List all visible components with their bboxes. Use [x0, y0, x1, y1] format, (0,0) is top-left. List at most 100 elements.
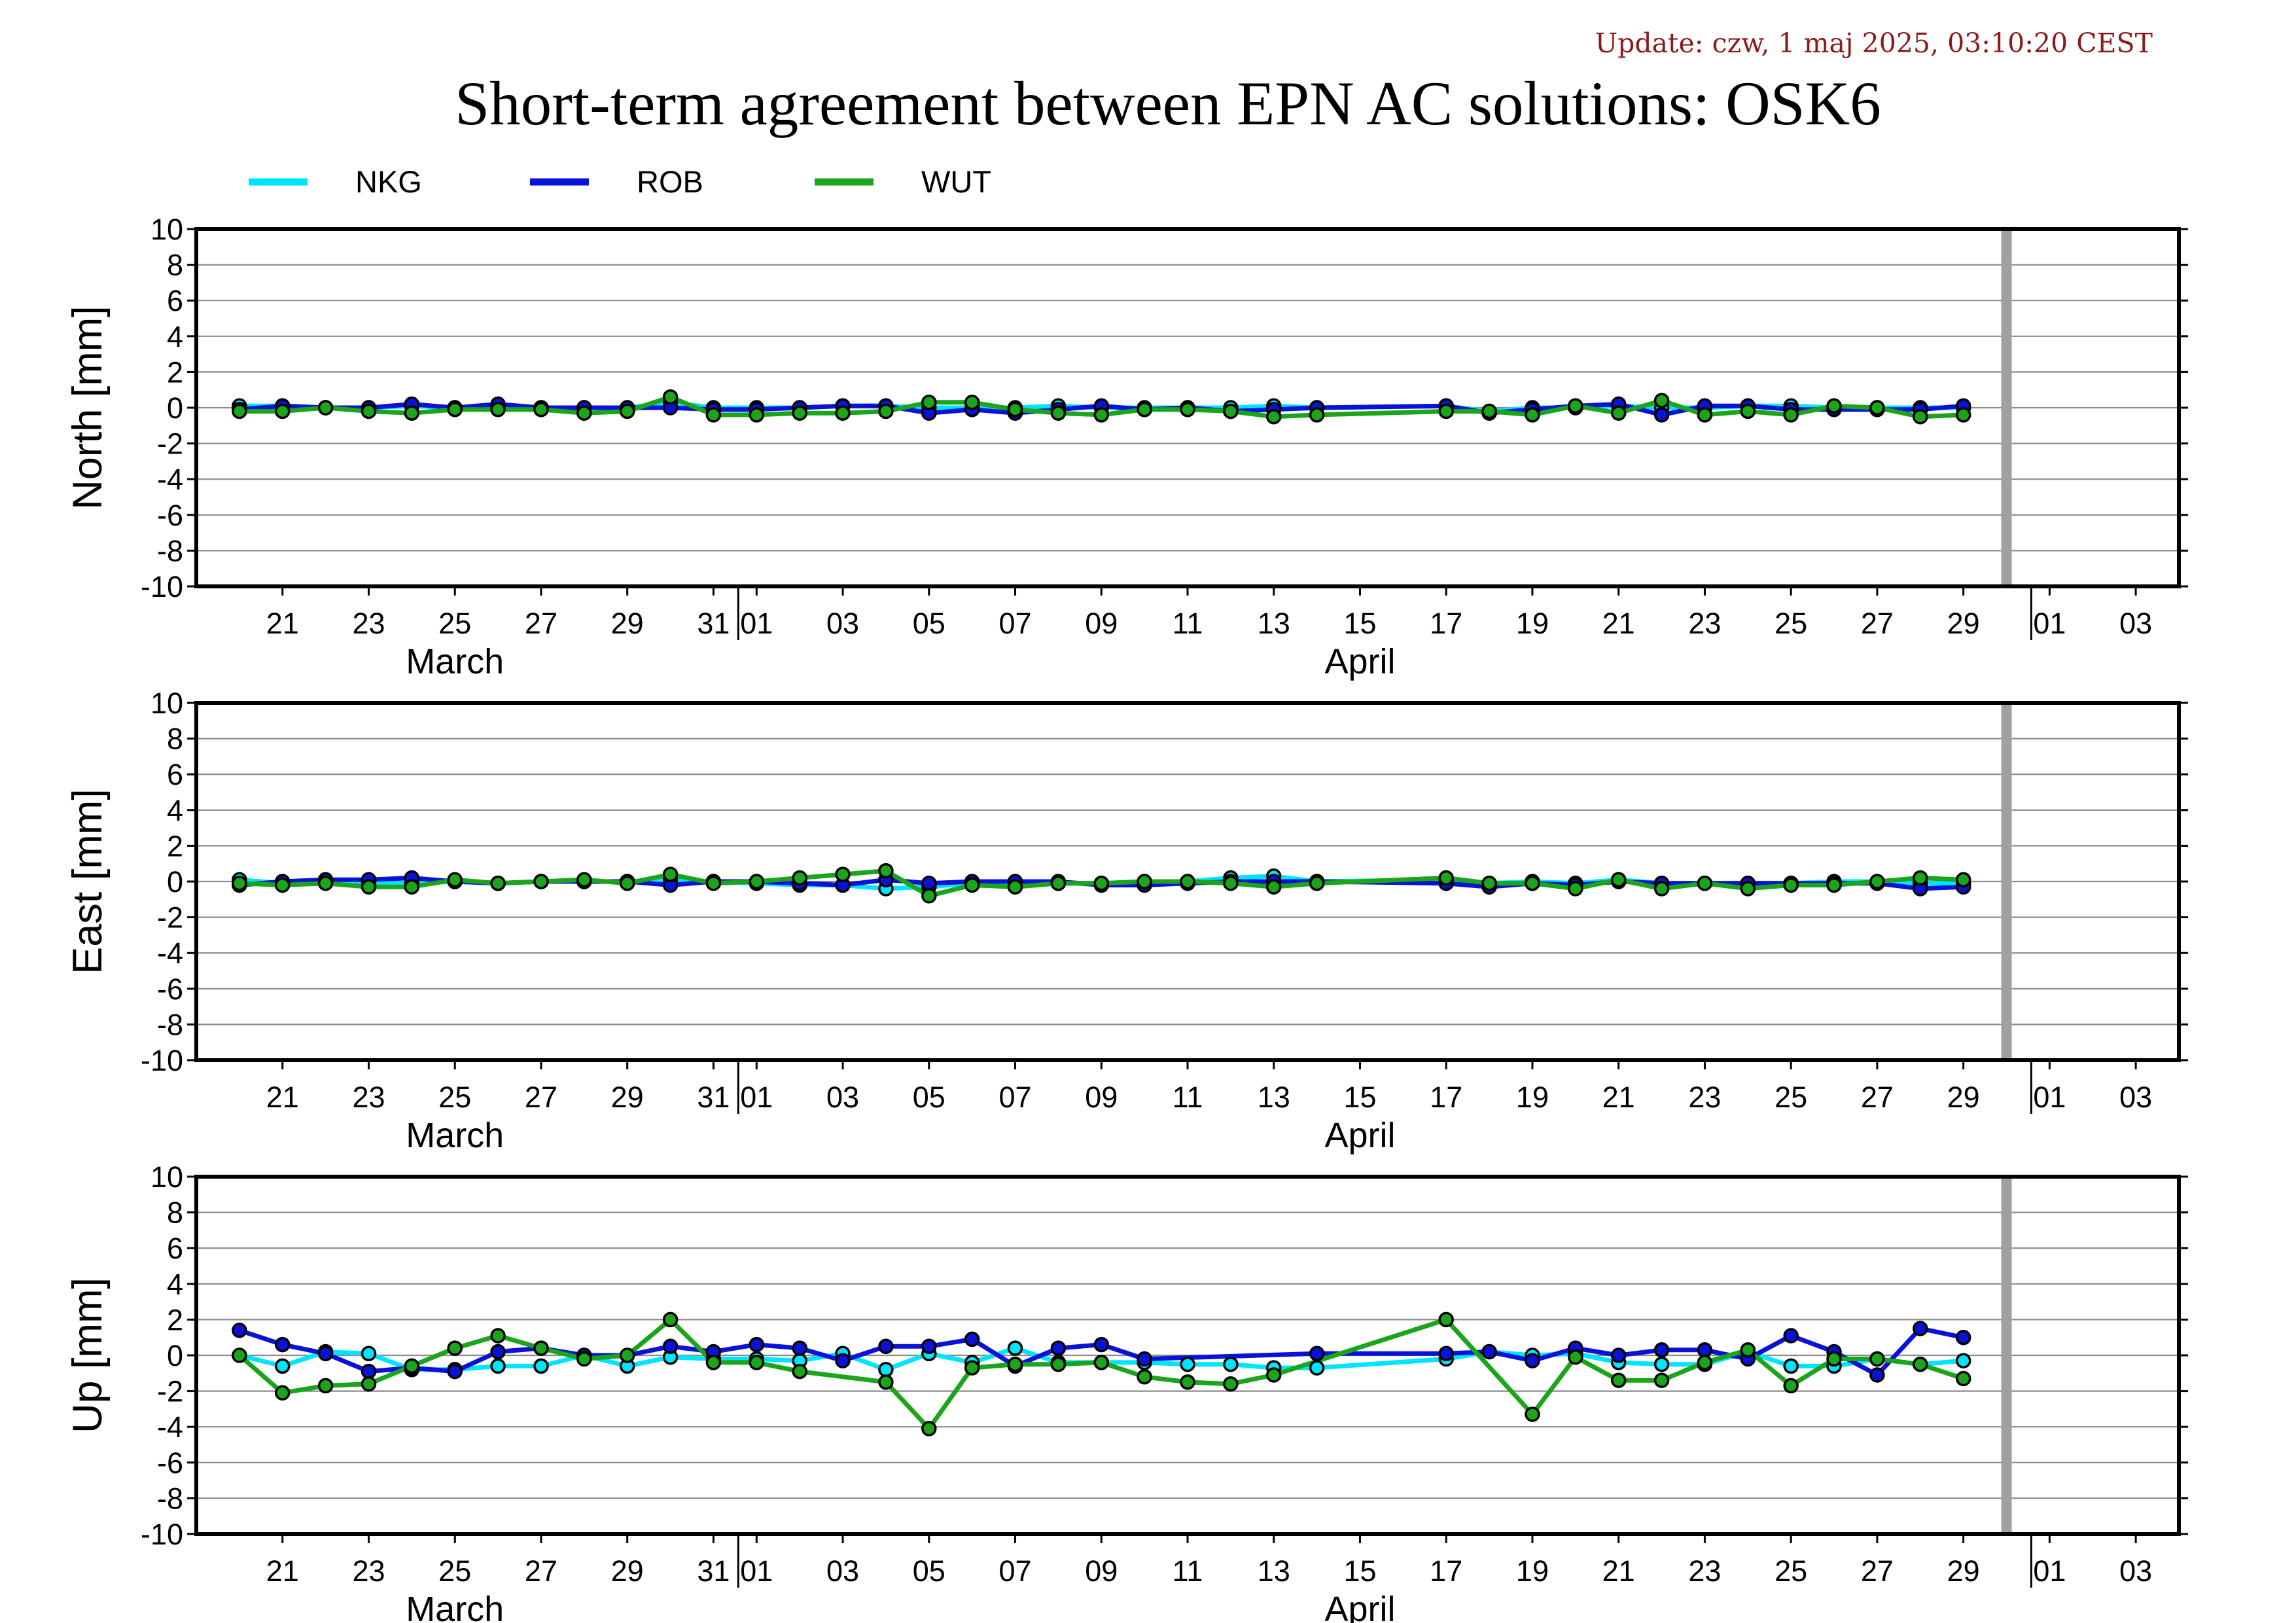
- y-tick-label: 0: [167, 865, 183, 899]
- data-point-nkg: [1007, 1340, 1023, 1356]
- legend-item-nkg: NKG: [249, 164, 422, 199]
- data-point-wut: [835, 405, 851, 421]
- data-point-rob: [1697, 1342, 1713, 1358]
- data-point-wut: [1050, 1356, 1067, 1372]
- data-point-wut: [1826, 1351, 1842, 1367]
- x-tick-label: 01: [740, 1080, 773, 1114]
- data-point-wut: [1783, 877, 1799, 893]
- x-tick-label: 23: [352, 1554, 385, 1588]
- data-point-wut: [274, 877, 291, 893]
- data-point-wut: [1869, 874, 1885, 889]
- data-point-rob: [317, 1346, 334, 1362]
- y-tick-label: -4: [157, 936, 183, 970]
- data-point-nkg: [1223, 1356, 1239, 1372]
- x-tick-label: 03: [2119, 1554, 2152, 1588]
- data-point-wut: [1265, 879, 1282, 895]
- x-tick-label: 15: [1343, 1080, 1376, 1114]
- y-tick-label: 10: [150, 1160, 183, 1194]
- data-point-nkg: [274, 1358, 291, 1374]
- x-tick-label: 19: [1516, 1554, 1549, 1588]
- y-tick-label: -8: [157, 1482, 183, 1515]
- current-date-marker: [2001, 1177, 2012, 1534]
- y-tick-label: 4: [167, 320, 183, 353]
- month-label: April: [1324, 1590, 1395, 1623]
- data-point-rob: [232, 1323, 247, 1338]
- data-point-wut: [1093, 1355, 1110, 1370]
- data-point-wut: [1610, 405, 1627, 421]
- data-point-rob: [921, 1338, 937, 1355]
- x-tick-label: 13: [1258, 607, 1290, 640]
- x-tick-label: 29: [611, 607, 644, 640]
- y-tick-label: 0: [167, 1339, 183, 1372]
- data-point-wut: [1610, 1372, 1627, 1388]
- x-tick-label: 09: [1085, 607, 1118, 640]
- data-point-wut: [1265, 408, 1282, 425]
- x-tick-label: 23: [1688, 1554, 1721, 1588]
- y-tick-label: 2: [167, 829, 183, 863]
- y-axis-title: North [mm]: [65, 306, 111, 510]
- data-point-wut: [1697, 407, 1713, 423]
- data-point-wut: [576, 1351, 592, 1367]
- data-point-wut: [317, 1378, 334, 1394]
- y-tick-label: 10: [150, 687, 183, 720]
- data-point-wut: [274, 403, 291, 419]
- data-point-wut: [1740, 1342, 1756, 1358]
- data-point-rob: [447, 1363, 463, 1380]
- data-point-rob: [1869, 1367, 1885, 1383]
- data-point-wut: [705, 1355, 722, 1370]
- data-point-wut: [1007, 401, 1023, 418]
- chart-title: Short-term agreement between EPN AC solu…: [455, 69, 1881, 138]
- data-point-wut: [1740, 403, 1756, 419]
- data-point-wut: [447, 401, 463, 418]
- x-tick-label: 29: [1947, 1554, 1980, 1588]
- month-label: March: [406, 1116, 504, 1155]
- data-point-wut: [749, 407, 765, 423]
- data-point-wut: [404, 1358, 420, 1374]
- data-point-wut: [792, 1363, 807, 1380]
- series-group: [232, 1311, 1971, 1436]
- data-point-rob: [792, 1340, 807, 1356]
- plot-frame: [194, 227, 2181, 588]
- y-tick-label: 6: [167, 758, 183, 791]
- data-point-wut: [1525, 1406, 1540, 1422]
- data-point-wut: [1137, 874, 1152, 889]
- y-tick-label: -10: [141, 570, 183, 603]
- x-tick-label: 21: [266, 1080, 299, 1114]
- data-point-wut: [1438, 870, 1454, 886]
- x-tick-label: 13: [1258, 1080, 1290, 1114]
- data-point-nkg: [878, 1362, 894, 1378]
- data-point-wut: [232, 1347, 247, 1363]
- y-tick-label: 4: [167, 1268, 183, 1301]
- data-point-nkg: [533, 1358, 549, 1374]
- x-tick-label: 29: [611, 1554, 644, 1588]
- data-point-wut: [1050, 405, 1067, 421]
- data-point-nkg: [1783, 1358, 1799, 1374]
- x-tick-label: 23: [1688, 607, 1721, 640]
- data-point-wut: [447, 872, 463, 888]
- y-tick-label: 10: [150, 213, 183, 246]
- legend-label: NKG: [355, 164, 422, 199]
- data-point-wut: [662, 1311, 679, 1328]
- x-tick-label: 15: [1343, 1554, 1376, 1588]
- x-tick-label: 17: [1430, 607, 1462, 640]
- data-point-wut: [232, 875, 247, 891]
- data-point-wut: [1955, 872, 1971, 888]
- current-date-marker: [2001, 229, 2012, 586]
- data-point-wut: [1223, 1376, 1239, 1392]
- y-tick-label: -10: [141, 1044, 183, 1077]
- plot-frame: [194, 701, 2181, 1062]
- data-point-wut: [317, 875, 334, 891]
- data-point-wut: [1050, 875, 1067, 891]
- data-point-wut: [1568, 398, 1583, 414]
- data-point-wut: [1697, 1355, 1713, 1370]
- data-point-wut: [1309, 875, 1325, 891]
- data-point-wut: [1481, 875, 1497, 891]
- y-tick-label: -2: [157, 427, 183, 461]
- data-point-nkg: [1309, 1360, 1325, 1376]
- data-point-rob: [835, 1353, 851, 1368]
- data-point-wut: [1481, 403, 1497, 419]
- x-tick-label: 27: [1861, 1554, 1894, 1588]
- y-tick-label: -8: [157, 534, 183, 567]
